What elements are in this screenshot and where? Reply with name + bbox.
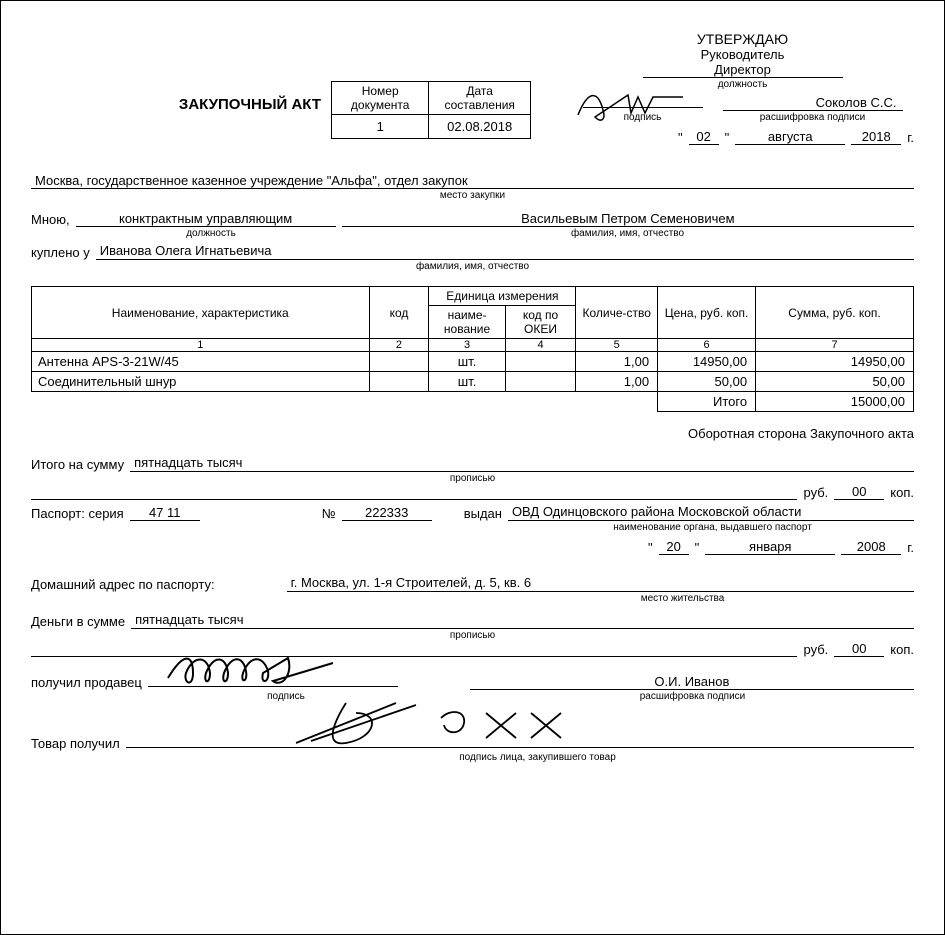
buyer-position: конктрактным управляющим xyxy=(76,211,336,227)
passport-issued: ОВД Одинцовского района Московской облас… xyxy=(508,504,914,521)
buyer-captions: должность фамилия, имя, отчество xyxy=(31,227,914,239)
seller-caption: фамилия, имя, отчество xyxy=(31,261,914,272)
approve-title: УТВЕРЖДАЮ xyxy=(571,31,914,47)
goods-sig-prefix: Товар получил xyxy=(31,736,120,751)
th-code: код xyxy=(369,287,429,339)
place-value: Москва, государственное казенное учрежде… xyxy=(31,173,914,189)
passport-prefix: Паспорт: серия xyxy=(31,506,124,521)
th-price: Цена, руб. коп. xyxy=(658,287,756,339)
money-kop: 00 xyxy=(834,641,884,657)
passport-year: 2008 xyxy=(841,539,901,555)
seller-row: куплено у Иванова Олега Игнатьевича xyxy=(31,243,914,260)
table-row: Антенна APS-3-21W/45 шт. 1,00 14950,00 1… xyxy=(32,352,914,372)
total-rubkop-row: руб. 00 коп. xyxy=(31,484,914,500)
passport-caption-row: наименование органа, выдавшего паспорт xyxy=(31,521,914,533)
buyer-row: Мною, конктрактным управляющим Васильевы… xyxy=(31,211,914,227)
th-unit: Единица измерения xyxy=(429,287,576,306)
address-caption-row: место жительства xyxy=(31,592,914,604)
seller-name: Иванова Олега Игнатьевича xyxy=(96,243,914,260)
address-caption: место жительства xyxy=(451,593,914,604)
passport-row: Паспорт: серия 47 11 № 222333 выдан ОВД … xyxy=(31,504,914,521)
address-prefix: Домашний адрес по паспорту: xyxy=(31,577,215,592)
approve-year-suffix: г. xyxy=(907,130,914,145)
money-caption: прописью xyxy=(31,630,914,641)
docnum-block: Номер документа Дата составления 1 02.08… xyxy=(331,26,531,139)
approve-year: 2018 xyxy=(851,129,901,145)
seller-sig-prefix: получил продавец xyxy=(31,675,142,690)
document-page: ЗАКУПОЧНЫЙ АКТ Номер документа Дата сост… xyxy=(0,0,945,935)
docnum-header: Номер документа xyxy=(332,82,429,115)
total-caption: прописью xyxy=(31,473,914,484)
backside-label: Оборотная сторона Закупочного акта xyxy=(31,426,914,441)
header-row: ЗАКУПОЧНЫЙ АКТ Номер документа Дата сост… xyxy=(31,26,914,145)
approve-block: УТВЕРЖДАЮ Руководитель Директор должност… xyxy=(531,26,914,145)
buyer-position-caption: должность xyxy=(81,228,341,239)
seller-prefix: куплено у xyxy=(31,245,90,260)
approve-date: " 02 " августа 2018 г. xyxy=(571,129,914,145)
passport-num: 222333 xyxy=(342,505,432,521)
docdate-header: Дата составления xyxy=(429,82,531,115)
items-table: Наименование, характеристика код Единица… xyxy=(31,286,914,412)
document-title: ЗАКУПОЧНЫЙ АКТ xyxy=(31,26,331,113)
approve-position: Директор xyxy=(643,62,843,78)
seller-sig-name: О.И. Иванов xyxy=(470,674,914,690)
passport-month: января xyxy=(705,539,835,555)
docdate-value: 02.08.2018 xyxy=(429,115,531,139)
table-row: Соединительный шнур шт. 1,00 50,00 50,00 xyxy=(32,372,914,392)
money-row: Деньги в сумме пятнадцать тысяч xyxy=(31,612,914,629)
total-value: 15000,00 xyxy=(756,392,914,412)
th-unit-okei: код по ОКЕИ xyxy=(505,306,576,339)
passport-day: 20 xyxy=(659,539,689,555)
money-words: пятнадцать тысяч xyxy=(131,612,914,629)
buyer-prefix: Мною, xyxy=(31,212,70,227)
th-unit-name: наиме-нование xyxy=(429,306,505,339)
goods-sig-row: Товар получил xyxy=(31,732,914,751)
money-prefix: Деньги в сумме xyxy=(31,614,125,629)
approve-name: Соколов С.С. xyxy=(723,95,903,111)
total-text-row: Итого на сумму пятнадцать тысяч xyxy=(31,455,914,472)
place-block: Москва, государственное казенное учрежде… xyxy=(31,173,914,201)
seller-signature-icon xyxy=(158,643,388,698)
docnum-table: Номер документа Дата составления 1 02.08… xyxy=(331,81,531,139)
th-qty: Количе-ство xyxy=(576,287,658,339)
colnum-row: 1 2 3 4 5 6 7 xyxy=(32,339,914,352)
total-label: Итого xyxy=(658,392,756,412)
total-words: пятнадцать тысяч xyxy=(130,455,914,472)
passport-issued-caption: наименование органа, выдавшего паспорт xyxy=(511,522,914,533)
approve-month: августа xyxy=(735,129,845,145)
buyer-name: Васильевым Петром Семеновичем xyxy=(342,211,914,227)
passport-date: " 20 " января 2008 г. xyxy=(31,539,914,555)
total-row: Итого 15000,00 xyxy=(32,392,914,412)
address-row: Домашний адрес по паспорту: г. Москва, у… xyxy=(31,575,914,592)
total-prefix: Итого на сумму xyxy=(31,457,124,472)
buyer-signature-icon xyxy=(286,693,606,763)
director-signature-icon xyxy=(573,85,693,125)
passport-series: 47 11 xyxy=(130,505,200,521)
place-caption: место закупки xyxy=(31,190,914,201)
approve-name-caption: расшифровка подписи xyxy=(723,112,903,123)
docnum-value: 1 xyxy=(332,115,429,139)
th-name: Наименование, характеристика xyxy=(32,287,370,339)
th-sum: Сумма, руб. коп. xyxy=(756,287,914,339)
approve-role: Руководитель xyxy=(571,47,914,62)
total-kop: 00 xyxy=(834,484,884,500)
address-value: г. Москва, ул. 1-я Строителей, д. 5, кв.… xyxy=(287,575,914,592)
buyer-name-caption: фамилия, имя, отчество xyxy=(341,228,914,239)
seller-sig-row: получил продавец О.И. Иванов xyxy=(31,671,914,690)
approve-day: 02 xyxy=(689,129,719,145)
